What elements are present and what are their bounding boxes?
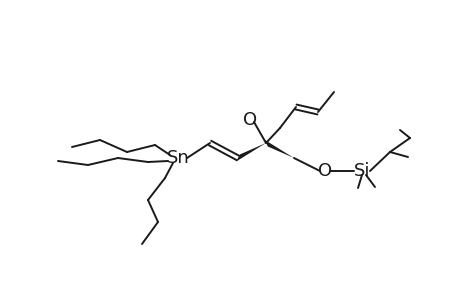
Polygon shape xyxy=(263,140,293,158)
Text: Si: Si xyxy=(353,162,369,180)
Polygon shape xyxy=(235,143,265,161)
Text: O: O xyxy=(242,111,257,129)
Text: O: O xyxy=(317,162,331,180)
Text: Sn: Sn xyxy=(166,149,189,167)
